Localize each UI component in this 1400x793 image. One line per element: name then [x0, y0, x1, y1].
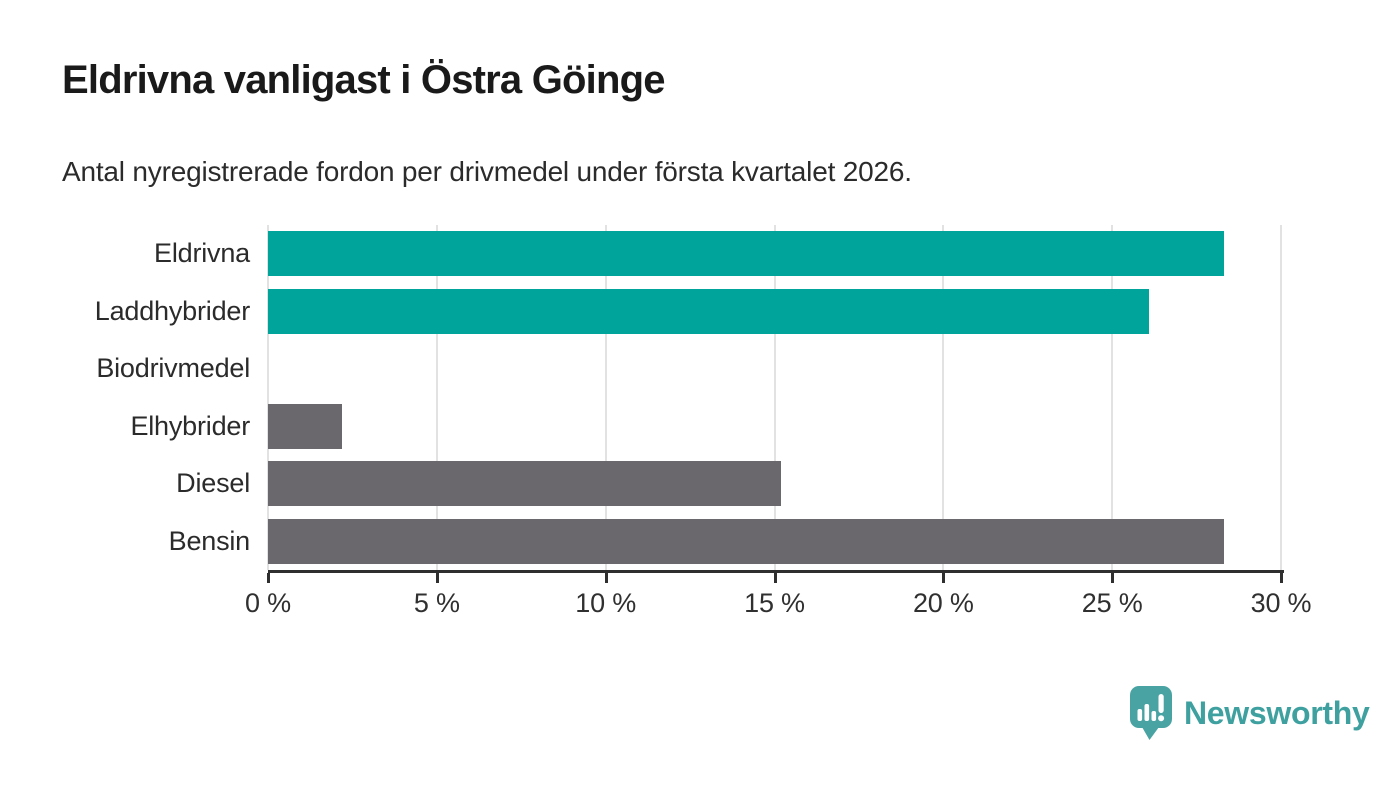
gridline — [1111, 225, 1114, 570]
newsworthy-logo-text: Newsworthy — [1184, 694, 1370, 731]
chart-subtitle: Antal nyregistrerade fordon per drivmede… — [62, 156, 912, 187]
gridline — [435, 225, 438, 570]
gridline — [942, 225, 945, 570]
gridline — [773, 225, 776, 570]
category-label: Diesel — [176, 468, 250, 499]
x-axis-tick — [435, 573, 439, 583]
x-axis-tick — [773, 573, 777, 583]
x-axis-line — [268, 570, 1284, 573]
newsworthy-logo-icon — [1130, 686, 1172, 740]
x-axis-tick — [1111, 573, 1115, 583]
gridline — [1280, 225, 1282, 570]
x-axis-tick-label: 30 % — [1250, 588, 1312, 618]
x-axis-tick — [604, 573, 608, 583]
x-axis-tick-label: 25 % — [1081, 588, 1143, 618]
x-axis-tick — [942, 573, 946, 583]
x-axis-tick-label: 5 % — [413, 588, 460, 618]
bar-laddhybrider — [268, 288, 1150, 334]
gridline — [267, 225, 269, 570]
category-label: Biodrivmedel — [96, 353, 250, 384]
x-axis-tick-label: 10 % — [575, 588, 637, 618]
category-label-column: Eldrivna Laddhybrider Biodrivmedel Elhybrid… — [0, 225, 250, 570]
plot-area — [267, 225, 1282, 570]
category-label: Elhybrider — [130, 410, 250, 441]
chart-title: Eldrivna vanligast i Östra Göinge — [62, 58, 665, 102]
bar-bensin — [268, 518, 1224, 564]
bar-diesel — [268, 461, 782, 507]
newsworthy-branding: Newsworthy — [1128, 684, 1370, 742]
bar-chart: Eldrivna Laddhybrider Biodrivmedel Elhybrid… — [0, 225, 1400, 645]
category-label: Laddhybrider — [94, 295, 250, 326]
bar-eldrivna — [268, 231, 1224, 277]
x-axis-tick-label: 0 % — [245, 588, 291, 618]
category-label: Eldrivna — [154, 238, 250, 269]
x-axis: 0 % 5 % 10 % 15 % 20 % 25 % 30 % — [245, 570, 1312, 640]
x-axis-tick-label: 15 % — [744, 588, 805, 618]
gridline — [604, 225, 607, 570]
category-label: Bensin — [168, 525, 251, 556]
x-axis-tick — [267, 573, 270, 583]
x-axis-tick — [1280, 573, 1283, 583]
bar-elhybrider — [268, 403, 343, 449]
x-axis-tick-label: 20 % — [912, 588, 974, 618]
